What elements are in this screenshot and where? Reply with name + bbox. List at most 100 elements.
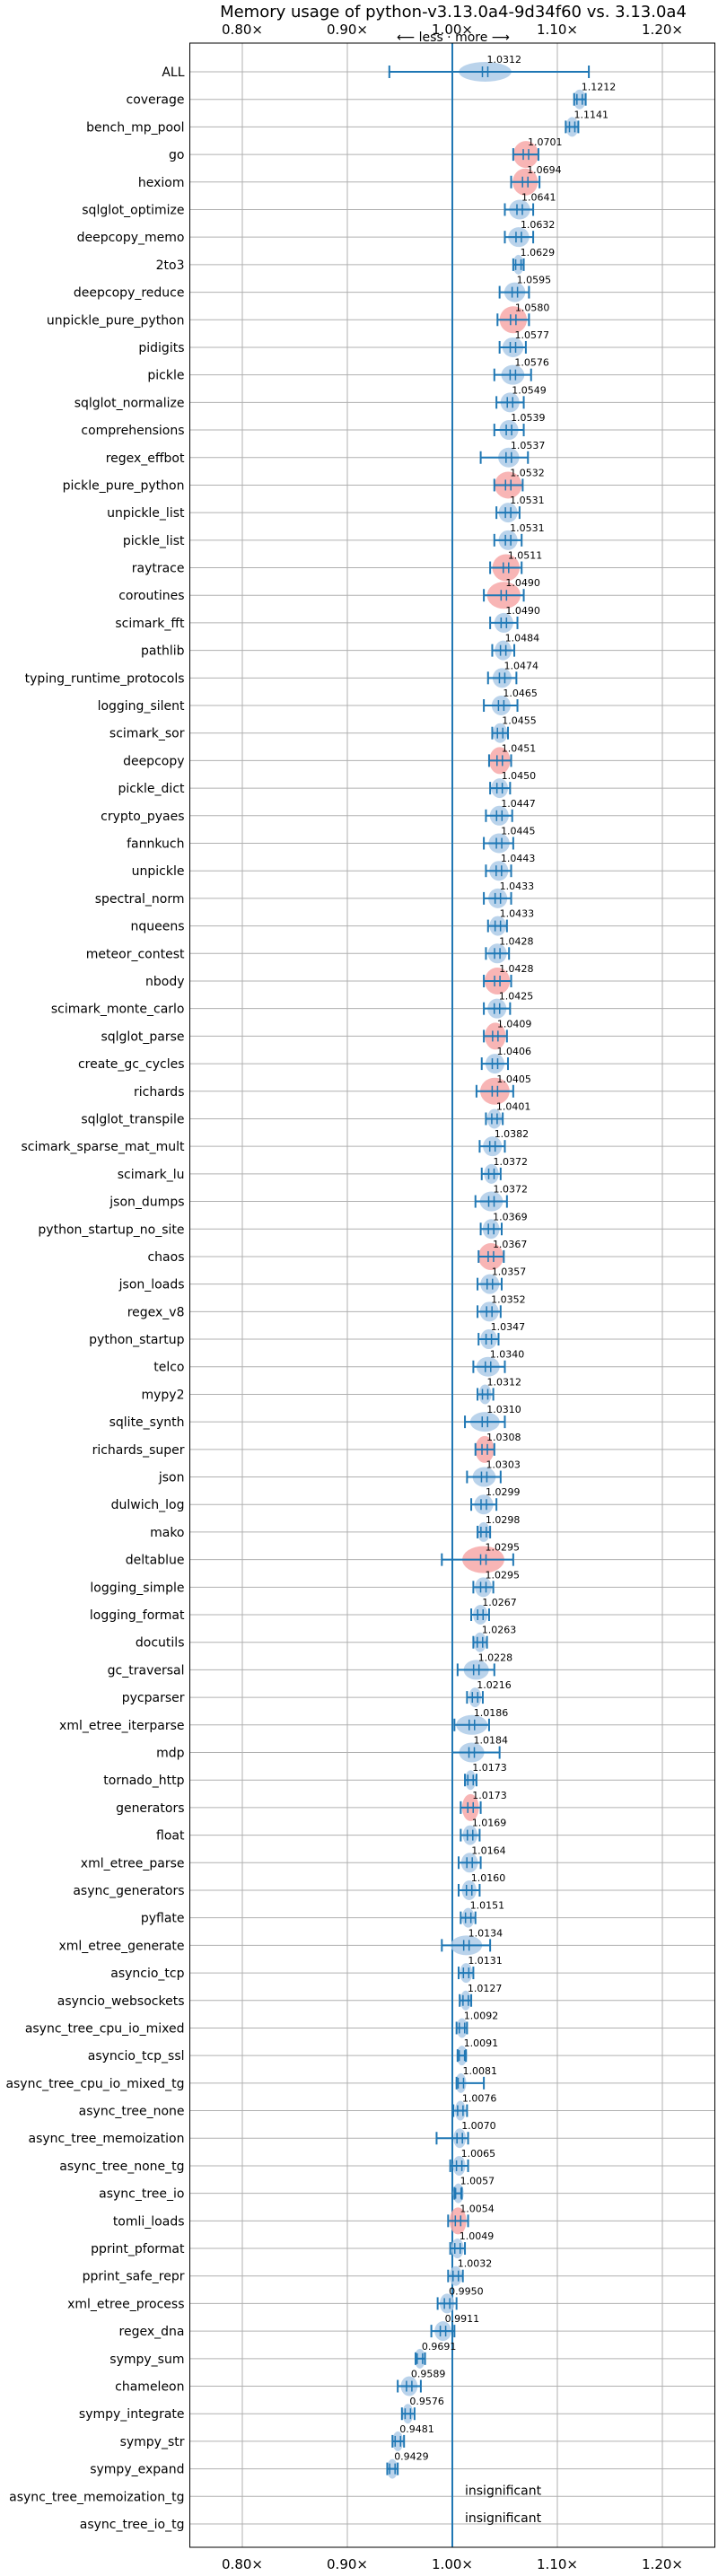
data-label: 1.0406 [497,1046,532,1057]
benchmark-label: scimark_sor [109,727,185,741]
data-label: 1.0049 [460,2230,495,2242]
data-label: 1.0092 [464,2010,499,2021]
benchmark-label: scimark_monte_carlo [51,1003,185,1017]
data-label: 1.0382 [495,1128,530,1140]
data-label: 1.0595 [517,275,552,286]
data-label: 1.0267 [482,1597,517,1608]
data-label: 1.0295 [486,1542,521,1554]
benchmark-label: async_tree_cpu_io_mixed_tg [5,2077,184,2091]
data-label: 1.0632 [521,219,556,231]
data-label: 1.0347 [491,1321,526,1333]
benchmark-label: raytrace [132,562,185,576]
benchmark-label: xml_etree_process [67,2297,184,2311]
benchmark-label: async_tree_cpu_io_mixed [25,2021,185,2036]
benchmark-label: async_tree_io_tg [80,2518,185,2532]
benchmark-label: async_tree_memoization [29,2132,185,2146]
data-label: 1.0539 [511,412,546,424]
benchmark-label: pyflate [141,1912,185,1926]
benchmark-label: nbody [145,975,185,989]
data-label: 1.0409 [497,1018,532,1030]
data-label: 1.0577 [515,329,550,341]
data-label: 1.0310 [486,1404,521,1415]
benchmark-label: go [169,148,184,162]
data-label: 0.9950 [449,2285,484,2297]
benchmark-label: crypto_pyaes [101,810,184,824]
benchmark-label: float [156,1829,185,1844]
benchmark-label: unpickle_list [107,506,185,521]
benchmark-label: mdp [156,1746,185,1760]
x-tick-label-top: 0.80× [222,22,263,38]
benchmark-label: pickle_pure_python [63,478,185,493]
benchmark-label: hexiom [138,176,185,190]
data-label: 0.9576 [409,2396,444,2407]
benchmark-label: mypy2 [141,1388,184,1402]
benchmark-label: sympy_str [120,2435,185,2449]
x-tick-label-top: 1.00× [432,22,473,38]
data-label: 1.0531 [510,495,545,506]
benchmark-label: sqlglot_parse [101,1030,184,1044]
data-label: 1.0549 [512,384,547,396]
benchmark-label: logging_format [90,1608,185,1623]
benchmark-label: nqueens [130,920,184,934]
benchmark-label: sqlite_synth [109,1415,185,1430]
benchmark-label: deepcopy_memo [77,231,185,245]
benchmark-label: dulwich_log [111,1498,185,1512]
data-label: 1.0474 [503,660,538,671]
benchmark-label: async_generators [73,1884,184,1898]
benchmark-label: pycparser [122,1691,185,1705]
benchmark-label: pickle [147,369,184,383]
data-label: 1.0173 [472,1762,507,1774]
benchmark-label: logging_simple [90,1581,184,1595]
data-label: 1.0451 [502,742,537,754]
data-label: 1.0228 [478,1652,513,1663]
benchmark-label: pathlib [141,644,185,659]
data-label: 1.0357 [492,1266,527,1278]
benchmark-label: telco [153,1361,184,1375]
insignificant-label: insignificant [465,2484,542,2498]
benchmark-label: xml_etree_generate [58,1939,184,1953]
x-tick-label-bottom: 1.20× [642,2556,683,2572]
data-label: 1.0160 [471,1872,506,1884]
data-label: 1.0173 [472,1790,507,1801]
data-label: 1.0576 [514,357,549,369]
x-tick-label-top: 1.20× [642,22,683,38]
plot-area: ALL 1.0312 coverage 1.1212 bench_mp_pool 1.11… [5,42,715,2548]
data-label: 1.0511 [508,550,543,562]
data-label: 1.0450 [502,770,537,782]
x-tick-label-bottom: 1.00× [432,2556,473,2572]
benchmark-label: coverage [127,93,185,108]
data-label: 1.0216 [477,1679,512,1691]
benchmark-label: python_startup_no_site [38,1222,184,1237]
benchmark-label: typing_runtime_protocols [25,671,185,686]
x-tick-label-bottom: 0.80× [222,2556,263,2572]
benchmark-label: pidigits [138,341,184,355]
data-label: 1.0629 [521,247,556,258]
data-label: 1.0455 [502,715,537,727]
benchmark-label: json_loads [118,1278,185,1292]
data-label: 0.9911 [445,2313,480,2325]
benchmark-label: mako [150,1526,184,1540]
benchmark-label: pickle_list [123,534,185,548]
data-label: 1.0372 [494,1156,529,1168]
benchmark-label: regex_effbot [106,451,185,466]
data-label: 1.0164 [471,1844,506,1856]
data-label: 1.0641 [521,191,556,203]
benchmark-label: deepcopy [123,754,184,768]
benchmark-label: bench_mp_pool [86,120,184,135]
benchmark-label: spectral_norm [95,892,185,907]
data-label: 1.0070 [461,2120,496,2132]
chart-title: Memory usage of python-v3.13.0a4-9d34f60… [220,3,687,22]
benchmark-label: pickle_dict [118,782,185,796]
data-label: 1.1141 [574,109,609,120]
data-label: 1.0308 [486,1432,521,1443]
benchmark-label: regex_v8 [127,1305,185,1319]
data-label: 1.0405 [496,1073,531,1085]
benchmark-label: async_tree_memoization_tg [9,2490,184,2504]
benchmark-label: json [158,1471,185,1485]
data-label: 1.0447 [501,798,536,810]
data-label: 1.0369 [493,1211,528,1222]
benchmark-label: richards_super [92,1443,185,1458]
data-label: 1.0303 [486,1459,521,1471]
data-label: 1.0428 [499,935,534,947]
data-label: 1.0298 [486,1514,521,1526]
